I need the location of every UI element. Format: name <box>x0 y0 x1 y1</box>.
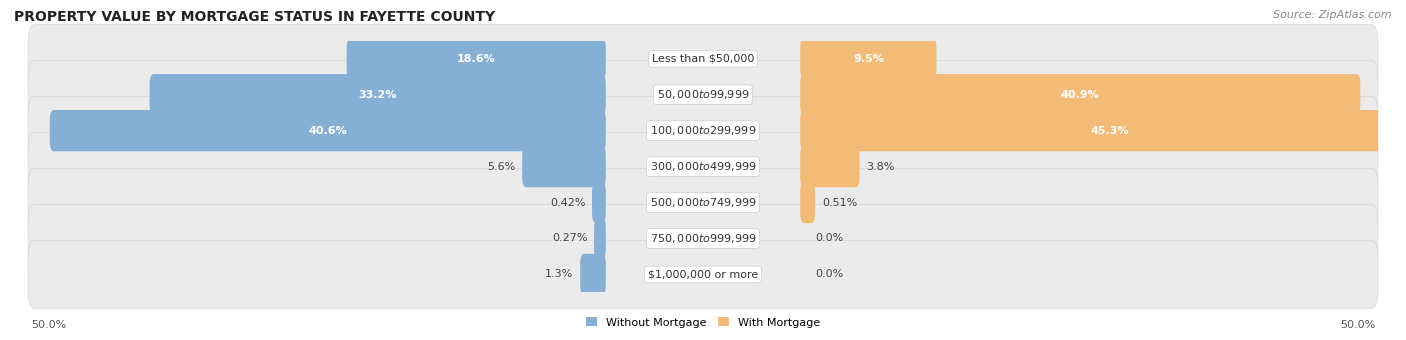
FancyBboxPatch shape <box>800 182 815 223</box>
Text: 40.6%: 40.6% <box>308 126 347 136</box>
FancyBboxPatch shape <box>28 61 1378 129</box>
FancyBboxPatch shape <box>49 110 606 151</box>
Text: 50.0%: 50.0% <box>31 320 66 330</box>
FancyBboxPatch shape <box>28 133 1378 201</box>
Text: $500,000 to $749,999: $500,000 to $749,999 <box>650 196 756 209</box>
FancyBboxPatch shape <box>800 38 936 80</box>
FancyBboxPatch shape <box>595 218 606 259</box>
FancyBboxPatch shape <box>800 146 859 187</box>
Text: 50.0%: 50.0% <box>1340 320 1375 330</box>
Text: 9.5%: 9.5% <box>853 54 884 64</box>
FancyBboxPatch shape <box>28 240 1378 309</box>
Text: Source: ZipAtlas.com: Source: ZipAtlas.com <box>1274 10 1392 20</box>
Text: 5.6%: 5.6% <box>486 162 516 172</box>
Text: $50,000 to $99,999: $50,000 to $99,999 <box>657 88 749 101</box>
Text: 40.9%: 40.9% <box>1062 90 1099 100</box>
Text: 0.51%: 0.51% <box>823 198 858 207</box>
Text: 33.2%: 33.2% <box>359 90 396 100</box>
Text: 0.0%: 0.0% <box>815 234 844 243</box>
Text: PROPERTY VALUE BY MORTGAGE STATUS IN FAYETTE COUNTY: PROPERTY VALUE BY MORTGAGE STATUS IN FAY… <box>14 10 495 24</box>
Text: 0.27%: 0.27% <box>551 234 588 243</box>
FancyBboxPatch shape <box>28 204 1378 273</box>
Text: $300,000 to $499,999: $300,000 to $499,999 <box>650 160 756 173</box>
Text: 0.0%: 0.0% <box>815 269 844 279</box>
FancyBboxPatch shape <box>28 168 1378 237</box>
FancyBboxPatch shape <box>581 254 606 295</box>
Text: $750,000 to $999,999: $750,000 to $999,999 <box>650 232 756 245</box>
FancyBboxPatch shape <box>347 38 606 80</box>
Text: $1,000,000 or more: $1,000,000 or more <box>648 269 758 279</box>
FancyBboxPatch shape <box>522 146 606 187</box>
FancyBboxPatch shape <box>28 24 1378 93</box>
Text: Less than $50,000: Less than $50,000 <box>652 54 754 64</box>
FancyBboxPatch shape <box>592 182 606 223</box>
Text: 18.6%: 18.6% <box>457 54 496 64</box>
Text: 45.3%: 45.3% <box>1091 126 1129 136</box>
FancyBboxPatch shape <box>28 97 1378 165</box>
FancyBboxPatch shape <box>800 110 1406 151</box>
Legend: Without Mortgage, With Mortgage: Without Mortgage, With Mortgage <box>582 313 824 332</box>
FancyBboxPatch shape <box>149 74 606 115</box>
Text: 1.3%: 1.3% <box>546 269 574 279</box>
FancyBboxPatch shape <box>800 74 1361 115</box>
Text: 0.42%: 0.42% <box>550 198 585 207</box>
Text: $100,000 to $299,999: $100,000 to $299,999 <box>650 124 756 137</box>
Text: 3.8%: 3.8% <box>866 162 894 172</box>
